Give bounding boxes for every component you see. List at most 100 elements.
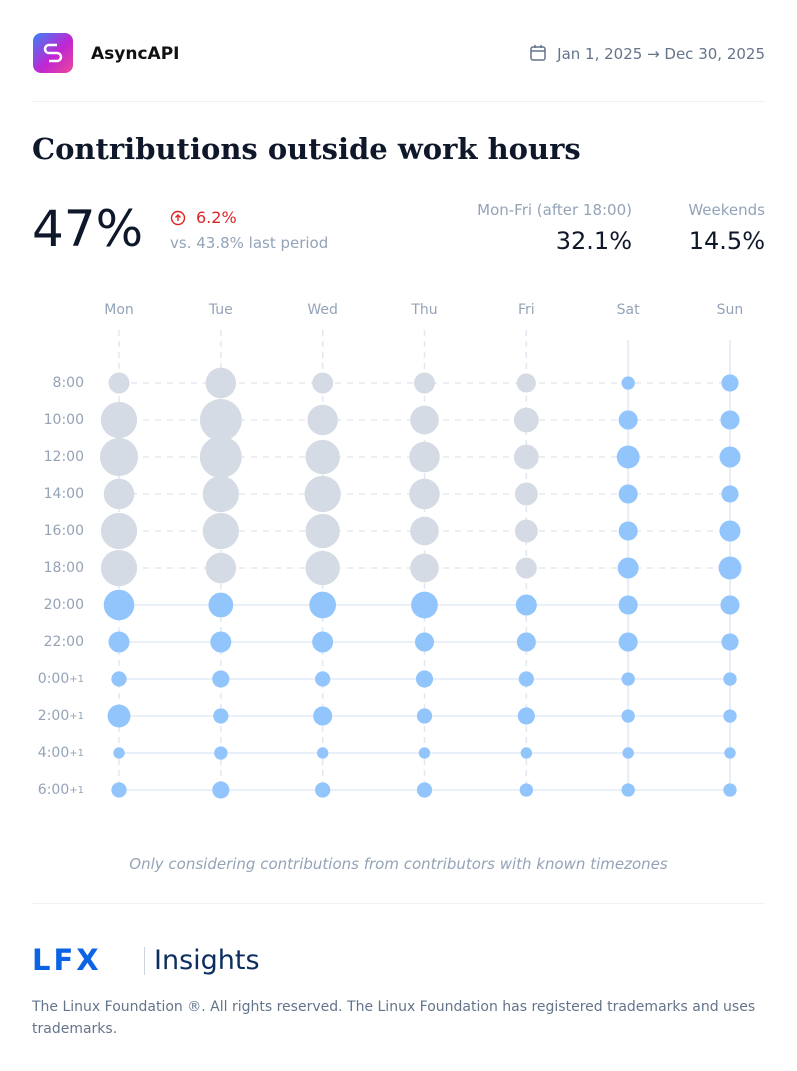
time-suffix: +1 bbox=[69, 711, 84, 722]
bubble bbox=[721, 633, 739, 651]
bubble bbox=[621, 376, 635, 390]
bubble bbox=[513, 444, 539, 470]
time-label: 16:00 bbox=[44, 523, 84, 539]
bubble bbox=[305, 439, 340, 475]
bubble bbox=[315, 782, 331, 798]
bubble bbox=[313, 706, 333, 726]
time: 2:00 bbox=[38, 708, 69, 724]
bubble bbox=[719, 520, 741, 542]
bubble bbox=[205, 367, 237, 399]
date-range[interactable]: Jan 1, 2025 → Dec 30, 2025 bbox=[557, 45, 765, 63]
bubble bbox=[414, 372, 435, 394]
weekday-label: Mon-Fri (after 18:00) bbox=[477, 201, 632, 219]
bubble bbox=[111, 782, 127, 798]
day-label: Fri bbox=[518, 302, 535, 318]
note: Only considering contributions from cont… bbox=[129, 855, 668, 873]
time-label: 8:00 bbox=[53, 375, 84, 391]
bubble bbox=[518, 671, 534, 687]
bubble bbox=[410, 405, 439, 435]
bubble bbox=[410, 553, 439, 583]
bubble bbox=[100, 549, 138, 587]
bubble bbox=[202, 512, 239, 550]
time-suffix: +1 bbox=[69, 748, 84, 759]
time: 16:00 bbox=[44, 523, 84, 539]
weekend-value: 14.5% bbox=[688, 227, 765, 255]
bubble bbox=[100, 512, 138, 550]
bubble bbox=[416, 708, 433, 724]
bubble bbox=[414, 632, 435, 652]
bubble bbox=[618, 484, 638, 504]
trend-icon bbox=[170, 210, 186, 226]
legal: The Linux Foundation ®. All rights reser… bbox=[32, 999, 756, 1037]
bubble bbox=[315, 671, 331, 687]
bubble bbox=[409, 478, 440, 510]
time-label: 12:00 bbox=[44, 449, 84, 465]
bubble bbox=[418, 747, 431, 759]
time-suffix: +1 bbox=[69, 785, 84, 796]
bubble bbox=[723, 709, 737, 723]
logo bbox=[33, 33, 73, 73]
bubble bbox=[720, 410, 740, 430]
brand-separator bbox=[144, 947, 145, 975]
bubble bbox=[103, 478, 135, 510]
time: 8:00 bbox=[53, 375, 84, 391]
bubble bbox=[718, 556, 742, 580]
time: 14:00 bbox=[44, 486, 84, 502]
bubble bbox=[723, 672, 737, 686]
bubble bbox=[111, 671, 127, 687]
bubble bbox=[100, 401, 138, 439]
time-label: 2:00+1 bbox=[38, 708, 84, 724]
calendar-icon bbox=[530, 45, 546, 61]
bubble bbox=[617, 557, 639, 579]
bubble bbox=[622, 747, 634, 759]
bubble bbox=[618, 521, 638, 541]
bubble bbox=[205, 552, 237, 584]
bubble bbox=[515, 594, 537, 616]
bubble bbox=[409, 441, 440, 473]
time: 22:00 bbox=[44, 634, 84, 650]
bubble bbox=[618, 595, 638, 615]
bubble bbox=[515, 557, 537, 579]
time: 10:00 bbox=[44, 412, 84, 428]
time: 6:00 bbox=[38, 782, 69, 798]
bubble bbox=[108, 631, 130, 653]
time: 12:00 bbox=[44, 449, 84, 465]
day-label: Tue bbox=[208, 302, 233, 318]
day-label: Mon bbox=[104, 302, 134, 318]
bubble bbox=[514, 482, 538, 506]
bubble bbox=[312, 372, 334, 394]
bubble bbox=[618, 632, 638, 652]
time: 18:00 bbox=[44, 560, 84, 576]
project-name: AsyncAPI bbox=[91, 44, 180, 64]
bubble bbox=[212, 781, 230, 799]
bubble bbox=[410, 516, 439, 546]
total-value: 47% bbox=[32, 200, 144, 258]
weekend-label: Weekends bbox=[688, 201, 765, 219]
weekday-value: 32.1% bbox=[555, 227, 632, 255]
bubble bbox=[210, 631, 232, 653]
bubble bbox=[202, 475, 239, 513]
time-label: 10:00 bbox=[44, 412, 84, 428]
bubble bbox=[516, 632, 536, 652]
bubble bbox=[514, 519, 538, 543]
logo-icon bbox=[43, 43, 63, 63]
time-label: 4:00+1 bbox=[38, 745, 84, 761]
bubble bbox=[519, 783, 534, 797]
time-label: 6:00+1 bbox=[38, 782, 84, 798]
bubble bbox=[520, 747, 533, 759]
bubble bbox=[108, 372, 130, 394]
time-label: 0:00+1 bbox=[38, 671, 84, 687]
bubble bbox=[616, 445, 640, 469]
time-label: 14:00 bbox=[44, 486, 84, 502]
bubble bbox=[199, 436, 242, 478]
divider bbox=[32, 101, 765, 102]
bubble bbox=[213, 708, 229, 724]
time-label: 18:00 bbox=[44, 560, 84, 576]
title: Contributions outside work hours bbox=[32, 132, 581, 166]
day-label: Sat bbox=[617, 302, 640, 318]
bubble bbox=[621, 783, 635, 797]
day-label: Thu bbox=[410, 302, 437, 318]
bubble bbox=[517, 707, 535, 725]
time-suffix: +1 bbox=[69, 674, 84, 685]
